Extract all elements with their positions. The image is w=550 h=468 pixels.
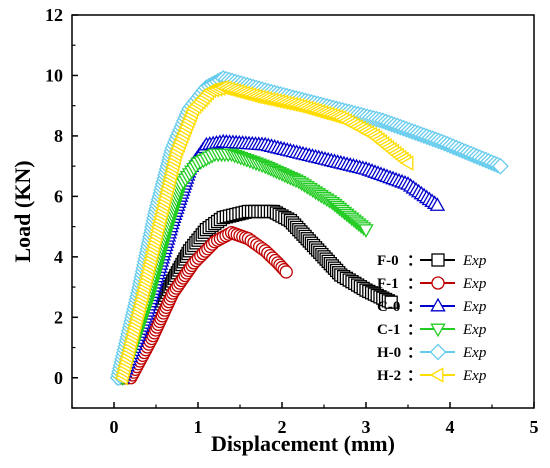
legend-item-h-2: H-2 ： Exp (377, 367, 487, 384)
series-layer (109, 70, 509, 387)
legend-colon: ： (407, 299, 422, 315)
legend-series-name: C-0 (377, 299, 400, 315)
y-tick-label: 0 (54, 368, 63, 388)
legend-series-name: F-1 (377, 276, 399, 292)
legend-label: Exp (462, 345, 487, 361)
y-tick-label: 2 (54, 307, 63, 327)
legend-marker-f-1 (431, 276, 445, 290)
data-point-f-1 (279, 265, 293, 279)
legend-series-name: F-0 (377, 253, 399, 269)
legend-colon: ： (407, 253, 422, 269)
x-tick-label: 0 (110, 417, 119, 437)
legend-item-f-0: F-0 ： Exp (377, 253, 487, 269)
data-point-h-2 (399, 155, 414, 171)
legend-marker-f-0 (431, 253, 445, 267)
legend-colon: ： (407, 345, 422, 361)
legend-item-f-1: F-1 ： Exp (377, 276, 487, 292)
legend-colon: ： (407, 368, 422, 384)
y-axis-title: Load (KN) (10, 160, 35, 262)
legend-series-name: C-1 (377, 322, 400, 338)
legend-colon: ： (407, 276, 422, 292)
x-tick-label: 1 (194, 417, 203, 437)
data-point-h-0 (491, 157, 509, 175)
legend: F-0 ： Exp F-1 ： Exp C-0 ： Exp C-1 ： Exp H-0 ： Exp H-2 ： E… (377, 253, 487, 384)
legend-item-c-1: C-1 ： Exp (377, 322, 487, 338)
legend-marker-h-2 (429, 367, 444, 383)
legend-label: Exp (462, 368, 487, 384)
data-point-f-0 (384, 295, 398, 309)
legend-item-h-0: H-0 ： Exp (377, 343, 487, 361)
x-tick-label: 2 (278, 417, 287, 437)
legend-series-name: H-0 (377, 345, 401, 361)
y-tick-label: 12 (45, 5, 63, 25)
y-tick-label: 6 (54, 186, 63, 206)
x-axis-title: Displacement (mm) (211, 431, 395, 456)
legend-colon: ： (407, 322, 422, 338)
legend-marker-c-0 (430, 297, 446, 312)
legend-label: Exp (462, 253, 487, 269)
legend-label: Exp (462, 322, 487, 338)
y-tick-label: 4 (54, 247, 63, 267)
x-tick-label: 3 (362, 417, 371, 437)
plot-frame (71, 14, 535, 409)
legend-series-name: H-2 (377, 368, 401, 384)
legend-label: Exp (462, 276, 487, 292)
data-point-c-0 (429, 197, 446, 211)
y-tick-label: 8 (54, 126, 63, 146)
legend-label: Exp (462, 299, 487, 315)
legend-marker-h-0 (429, 343, 447, 361)
data-point-c-1 (358, 224, 374, 238)
series-h-2 (114, 79, 414, 386)
x-tick-label: 4 (446, 417, 455, 437)
legend-marker-c-1 (430, 323, 446, 338)
x-tick-label: 5 (530, 417, 539, 437)
legend-item-c-0: C-0 ： Exp (377, 297, 487, 315)
y-tick-label: 10 (45, 65, 63, 85)
series-f-1 (124, 226, 293, 385)
